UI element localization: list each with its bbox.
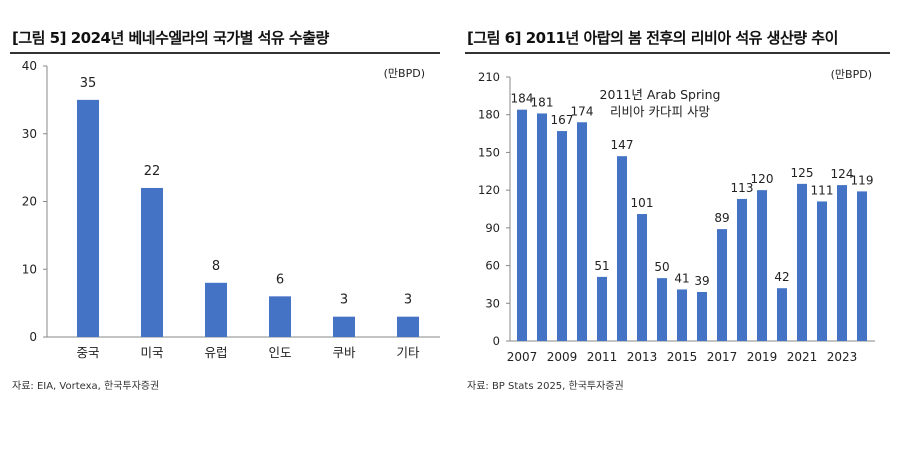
x-tick-label: 2007 <box>507 350 538 364</box>
x-tick-label: 유럽 <box>204 345 227 360</box>
x-tick-label: 인도 <box>268 345 291 360</box>
bar-2007 <box>517 109 527 341</box>
data-label: 8 <box>212 259 220 274</box>
x-tick-label: 2023 <box>827 350 858 364</box>
y-tick-label: 0 <box>493 334 500 348</box>
data-label: 3 <box>340 293 348 308</box>
x-tick-label: 2021 <box>787 350 818 364</box>
source-right: 자료: BP Stats 2025, 한국투자증권 <box>467 381 624 392</box>
source-left: 자료: EIA, Vortexa, 한국투자증권 <box>12 381 160 392</box>
bar-2022 <box>817 201 827 341</box>
bar-유럽 <box>205 282 227 337</box>
annotation-text: 2011년 Arab Spring <box>600 87 721 102</box>
y-tick-label: 40 <box>22 59 37 73</box>
bar-2014 <box>657 278 667 341</box>
y-tick-label: 60 <box>485 259 500 273</box>
bar-2010 <box>577 122 587 341</box>
y-tick-label: 180 <box>478 108 500 122</box>
data-label: 41 <box>674 271 689 285</box>
bar-중국 <box>77 99 99 337</box>
bar-2019 <box>757 190 767 341</box>
y-tick-label: 120 <box>478 183 500 197</box>
x-tick-label: 2015 <box>667 350 698 364</box>
y-tick-label: 210 <box>478 70 500 84</box>
data-label: 101 <box>631 196 654 210</box>
title-divider-right <box>465 52 890 54</box>
data-label: 22 <box>144 164 161 179</box>
x-tick-label: 2019 <box>747 350 778 364</box>
data-label: 35 <box>80 76 97 91</box>
data-label: 120 <box>751 172 774 186</box>
y-tick-label: 150 <box>478 145 500 159</box>
data-label: 51 <box>594 259 609 273</box>
data-label: 124 <box>831 167 854 181</box>
data-label: 181 <box>531 95 554 109</box>
data-label: 39 <box>694 274 709 288</box>
x-tick-label: 미국 <box>140 345 163 360</box>
chart-title-right: [그림 6] 2011년 아랍의 봄 전후의 리비아 석유 생산량 추이 <box>467 29 838 47</box>
bar-기타 <box>397 316 419 337</box>
bar-2011 <box>597 276 607 341</box>
unit-label: (만BPD) <box>831 68 872 81</box>
x-tick-label: 중국 <box>76 345 99 360</box>
data-label: 113 <box>731 181 754 195</box>
bar-2016 <box>697 291 707 341</box>
unit-label: (만BPD) <box>384 67 425 80</box>
data-label: 184 <box>511 92 534 106</box>
chart-title-left: [그림 5] 2024년 베네수엘라의 국가별 석유 수출량 <box>12 29 329 47</box>
bar-2017 <box>717 229 727 341</box>
y-tick-label: 10 <box>22 262 37 276</box>
bar-쿠바 <box>333 316 355 337</box>
bar-2021 <box>797 183 807 341</box>
x-tick-label: 쿠바 <box>332 345 356 360</box>
bar-2018 <box>737 198 747 341</box>
title-divider-left <box>10 52 440 54</box>
bar-미국 <box>141 187 163 337</box>
data-label: 89 <box>714 211 729 225</box>
y-tick-label: 0 <box>29 330 37 344</box>
y-tick-label: 30 <box>485 296 500 310</box>
x-tick-label: 2013 <box>627 350 658 364</box>
bar-2015 <box>677 289 687 341</box>
bar-2023 <box>837 185 847 341</box>
data-label: 174 <box>571 104 594 118</box>
bar-2008 <box>537 113 547 341</box>
x-tick-label: 2011 <box>587 350 618 364</box>
data-label: 3 <box>404 293 412 308</box>
data-label: 147 <box>611 138 634 152</box>
y-tick-label: 20 <box>22 195 37 209</box>
x-tick-label: 2009 <box>547 350 578 364</box>
bar-2024 <box>857 191 867 341</box>
y-tick-label: 30 <box>22 127 37 141</box>
data-label: 6 <box>276 272 284 287</box>
bar-2009 <box>557 131 567 341</box>
data-label: 125 <box>791 166 814 180</box>
x-tick-label: 2017 <box>707 350 738 364</box>
data-label: 111 <box>811 183 834 197</box>
data-label: 42 <box>774 270 789 284</box>
bar-2013 <box>637 214 647 341</box>
annotation-text: 리비아 카다피 사망 <box>610 104 710 119</box>
data-label: 50 <box>654 260 669 274</box>
bar-2020 <box>777 288 787 341</box>
x-tick-label: 기타 <box>396 345 420 360</box>
bar-2012 <box>617 156 627 341</box>
data-label: 167 <box>551 113 574 127</box>
data-label: 119 <box>851 173 874 187</box>
bar-인도 <box>269 296 291 337</box>
y-tick-label: 90 <box>485 221 500 235</box>
